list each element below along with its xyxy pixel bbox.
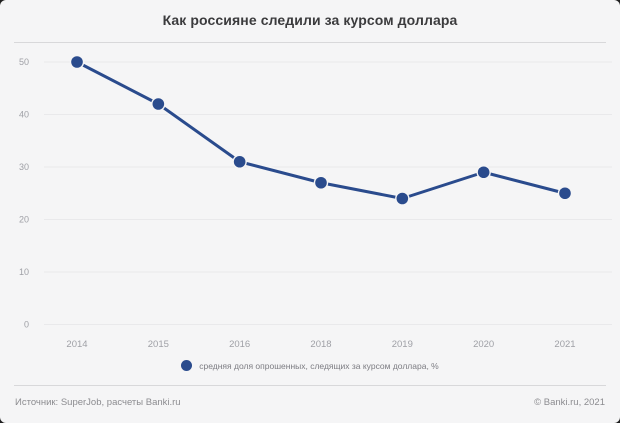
title-divider <box>14 42 606 43</box>
x-axis-tick-label: 2016 <box>229 339 250 350</box>
data-point-halo <box>151 96 166 112</box>
x-axis-tick-label: 2014 <box>66 339 87 350</box>
data-point-halo <box>232 154 247 169</box>
chart-title: Как россияне следили за курсом доллара <box>162 12 458 28</box>
footer: Источник: SuperJob, расчеты Banki.ru © B… <box>15 397 605 408</box>
series-line <box>75 60 567 200</box>
data-point <box>477 166 490 179</box>
data-point-halo <box>313 175 329 190</box>
x-axis-tick-label: 2015 <box>148 339 169 350</box>
chart-legend: средняя доля опрошенных, следящих за кур… <box>0 360 620 371</box>
y-axis-tick-label: 30 <box>19 162 29 172</box>
y-axis-tick-label: 10 <box>19 267 29 277</box>
data-point-halo <box>476 165 491 180</box>
legend-marker-circle <box>181 360 193 371</box>
series-line-halo <box>73 58 569 202</box>
x-axis-tick-label: 2018 <box>310 339 331 350</box>
data-point <box>559 187 571 200</box>
data-point-halo <box>395 191 410 206</box>
x-axis-tick-label: 2019 <box>392 339 413 350</box>
source-text: Источник: SuperJob, расчеты Banki.ru <box>15 397 181 408</box>
legend-label: средняя доля опрошенных, следящих за кур… <box>199 360 439 371</box>
data-point <box>396 192 409 205</box>
copyright-text: © Banki.ru, 2021 <box>534 397 605 408</box>
y-axis-tick-label: 20 <box>19 215 29 225</box>
data-point-halo <box>69 54 85 70</box>
x-axis-tick-label: 2021 <box>554 339 575 350</box>
x-axis-tick-label: 2020 <box>473 339 494 350</box>
data-point <box>233 155 246 168</box>
y-axis-tick-label: 40 <box>19 110 29 120</box>
data-point <box>315 176 327 189</box>
footer-divider <box>14 385 606 386</box>
y-axis-tick-label: 0 <box>24 320 29 330</box>
data-point <box>152 98 165 110</box>
y-axis-tick-label: 50 <box>19 57 29 67</box>
data-point-halo <box>557 186 573 201</box>
data-point <box>71 56 83 68</box>
